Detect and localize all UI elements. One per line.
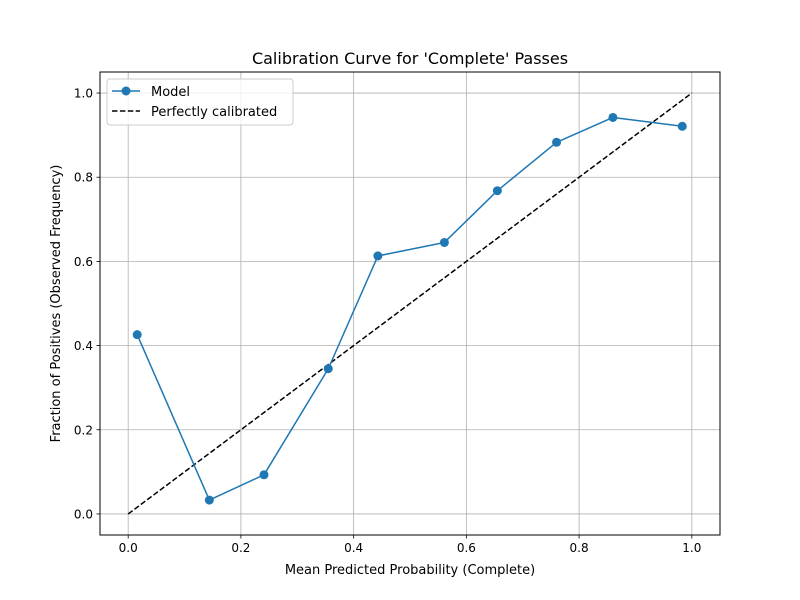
y-tick-label: 0.8 <box>74 171 93 185</box>
model-data-point <box>259 470 269 480</box>
model-data-point <box>492 186 502 196</box>
perfectly-calibrated-series-line <box>127 92 693 515</box>
grid-lines <box>100 72 720 535</box>
plot-frame <box>99 71 721 536</box>
series-layer <box>127 92 693 515</box>
model-series-line <box>136 116 683 501</box>
model-data-point <box>552 137 562 147</box>
legend-frame <box>106 78 294 126</box>
x-tick-label: 0.8 <box>570 541 589 555</box>
y-tick-label: 0.2 <box>74 423 93 437</box>
model-data-point <box>323 364 333 374</box>
y-tick-label: 0.6 <box>74 255 93 269</box>
model-data-point <box>132 330 142 340</box>
legend: Model Perfectly calibrated <box>106 78 294 126</box>
x-tick-label: 1.0 <box>682 541 701 555</box>
chart-title: Calibration Curve for 'Complete' Passes <box>252 49 568 68</box>
tick-layer: 0.0 0.2 0.4 0.6 0.8 1.0 0.0 0.2 0.4 0.6 0.8 1.0 <box>74 87 701 555</box>
x-tick-label: 0.2 <box>231 541 250 555</box>
y-tick-label: 0.4 <box>74 339 93 353</box>
x-axis-label: Mean Predicted Probability (Complete) <box>285 563 535 578</box>
legend-model-marker <box>121 86 131 96</box>
model-data-point <box>373 251 383 261</box>
x-tick-label: 0.4 <box>344 541 363 555</box>
model-data-point <box>439 237 449 247</box>
legend-calibrated-label: Perfectly calibrated <box>151 105 277 120</box>
y-tick-label: 1.0 <box>74 87 93 101</box>
model-data-point <box>677 121 687 131</box>
y-axis-label: Fraction of Positives (Observed Frequenc… <box>49 165 64 443</box>
x-tick-label: 0.0 <box>119 541 138 555</box>
model-data-point <box>608 112 618 122</box>
y-tick-label: 0.0 <box>74 507 93 521</box>
legend-model-label: Model <box>151 85 190 100</box>
x-tick-label: 0.6 <box>457 541 476 555</box>
model-data-point <box>204 495 214 505</box>
